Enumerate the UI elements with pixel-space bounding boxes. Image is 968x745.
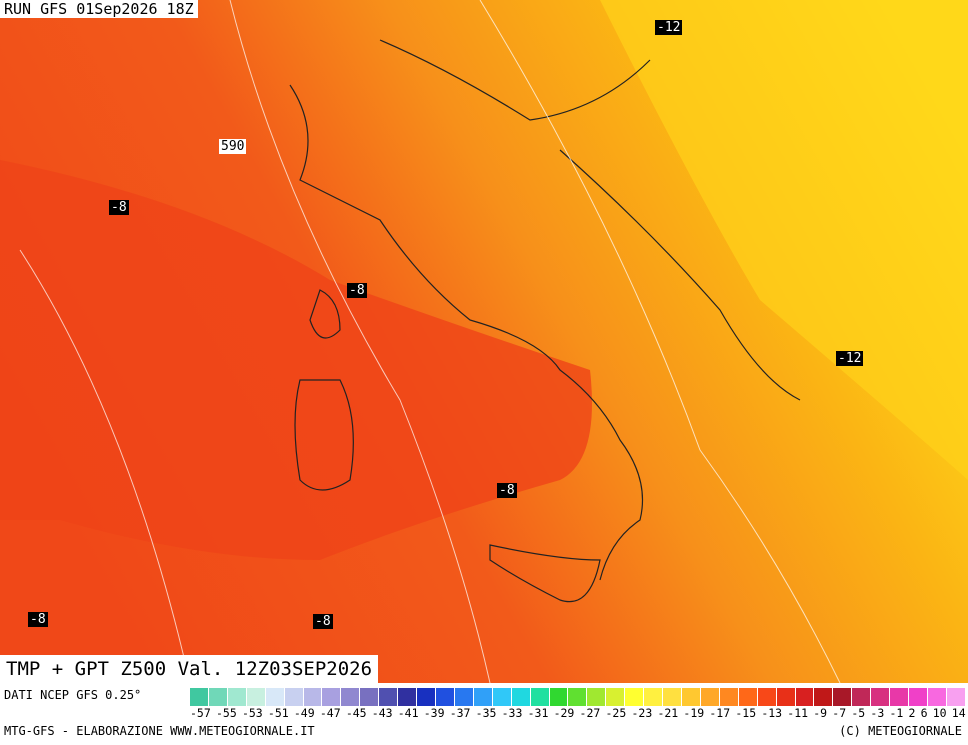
legend-swatch [549, 688, 569, 706]
legend-label: -55 [215, 706, 237, 720]
legend-swatch [927, 688, 947, 706]
map-label: -12 [836, 351, 864, 366]
legend-label: -9 [813, 706, 828, 720]
legend-label: 2 [908, 706, 916, 720]
legend-label: -35 [475, 706, 497, 720]
map-title: TMP + GPT Z500 Val. 12Z03SEP2026 [0, 655, 379, 683]
credit: MTG-GFS - ELABORAZIONE WWW.METEOGIORNALE… [4, 724, 315, 738]
map-label: 590 [219, 139, 247, 154]
legend-swatch [417, 688, 436, 706]
map-label: -8 [313, 614, 333, 629]
legend-swatch [341, 688, 361, 706]
legend-swatch [644, 688, 664, 706]
legend-label: -17 [709, 706, 731, 720]
legend-swatch [814, 688, 834, 706]
legend-swatch [454, 688, 474, 706]
legend-swatch [700, 688, 720, 706]
legend-label: -5 [851, 706, 866, 720]
legend-swatch [663, 688, 682, 706]
legend-label: -53 [241, 706, 263, 720]
legend-label: -37 [449, 706, 471, 720]
legend-label: -49 [293, 706, 315, 720]
legend-swatch [360, 688, 380, 706]
legend-label: -57 [190, 706, 211, 720]
legend-label: -19 [683, 706, 705, 720]
legend-swatch [568, 688, 588, 706]
map-label: -8 [28, 612, 48, 627]
copyright: (C) METEOGIORNALE [839, 724, 962, 738]
legend-swatch [606, 688, 626, 706]
legend-swatch [303, 688, 323, 706]
legend-label: -25 [605, 706, 627, 720]
legend-swatch [871, 688, 891, 706]
legend-swatch [435, 688, 455, 706]
legend-swatch [246, 688, 266, 706]
legend-swatch [890, 688, 910, 706]
map-label: -8 [109, 200, 129, 215]
legend-label: -21 [657, 706, 679, 720]
legend-swatch [284, 688, 304, 706]
map [0, 0, 968, 683]
legend-swatch [833, 688, 853, 706]
legend-label: -47 [319, 706, 341, 720]
legend-label: -27 [579, 706, 601, 720]
legend-label: -29 [553, 706, 575, 720]
legend-swatch [795, 688, 815, 706]
legend-swatch [852, 688, 872, 706]
legend-swatch [587, 688, 607, 706]
legend-label: -39 [423, 706, 445, 720]
legend-label: -33 [501, 706, 523, 720]
legend-swatch [492, 688, 512, 706]
legend-label: -11 [787, 706, 809, 720]
map-label: -8 [497, 483, 517, 498]
legend-swatch [208, 688, 228, 706]
legend-labels: -57 -55 -53 -51 -49 -47 -45 -43 -41 -39 -37 -35 -33-… [190, 706, 966, 720]
source: DATI NCEP GFS 0.25° [4, 688, 142, 702]
legend-swatch [738, 688, 758, 706]
legend-swatch [776, 688, 796, 706]
legend-swatch [265, 688, 285, 706]
legend-label: -45 [345, 706, 367, 720]
legend-label: -7 [832, 706, 847, 720]
legend-swatch [757, 688, 777, 706]
map-label: -8 [347, 283, 367, 298]
legend-label: -13 [761, 706, 783, 720]
legend-label: -41 [397, 706, 419, 720]
legend-label: -23 [631, 706, 653, 720]
legend-label: -15 [735, 706, 757, 720]
legend-swatch [625, 688, 645, 706]
legend-label: -43 [371, 706, 393, 720]
legend-label: 10 [932, 706, 947, 720]
map-label: -12 [655, 20, 683, 35]
legend-label: -51 [267, 706, 289, 720]
legend-swatch [190, 688, 209, 706]
legend-swatches [190, 688, 966, 706]
legend-swatch [227, 688, 247, 706]
legend-label: 14 [951, 706, 966, 720]
legend-label: 6 [920, 706, 928, 720]
legend-label: -31 [527, 706, 549, 720]
run-label: RUN GFS 01Sep2026 18Z [0, 0, 198, 18]
legend-swatch [946, 688, 966, 706]
legend-swatch [909, 688, 928, 706]
legend-swatch [530, 688, 550, 706]
legend-swatch [473, 688, 493, 706]
legend-swatch [379, 688, 399, 706]
legend-label: -1 [889, 706, 904, 720]
legend-swatch [719, 688, 739, 706]
legend-swatch [398, 688, 418, 706]
legend-swatch [681, 688, 701, 706]
legend-swatch [511, 688, 531, 706]
legend-swatch [322, 688, 342, 706]
legend-label: -3 [870, 706, 885, 720]
